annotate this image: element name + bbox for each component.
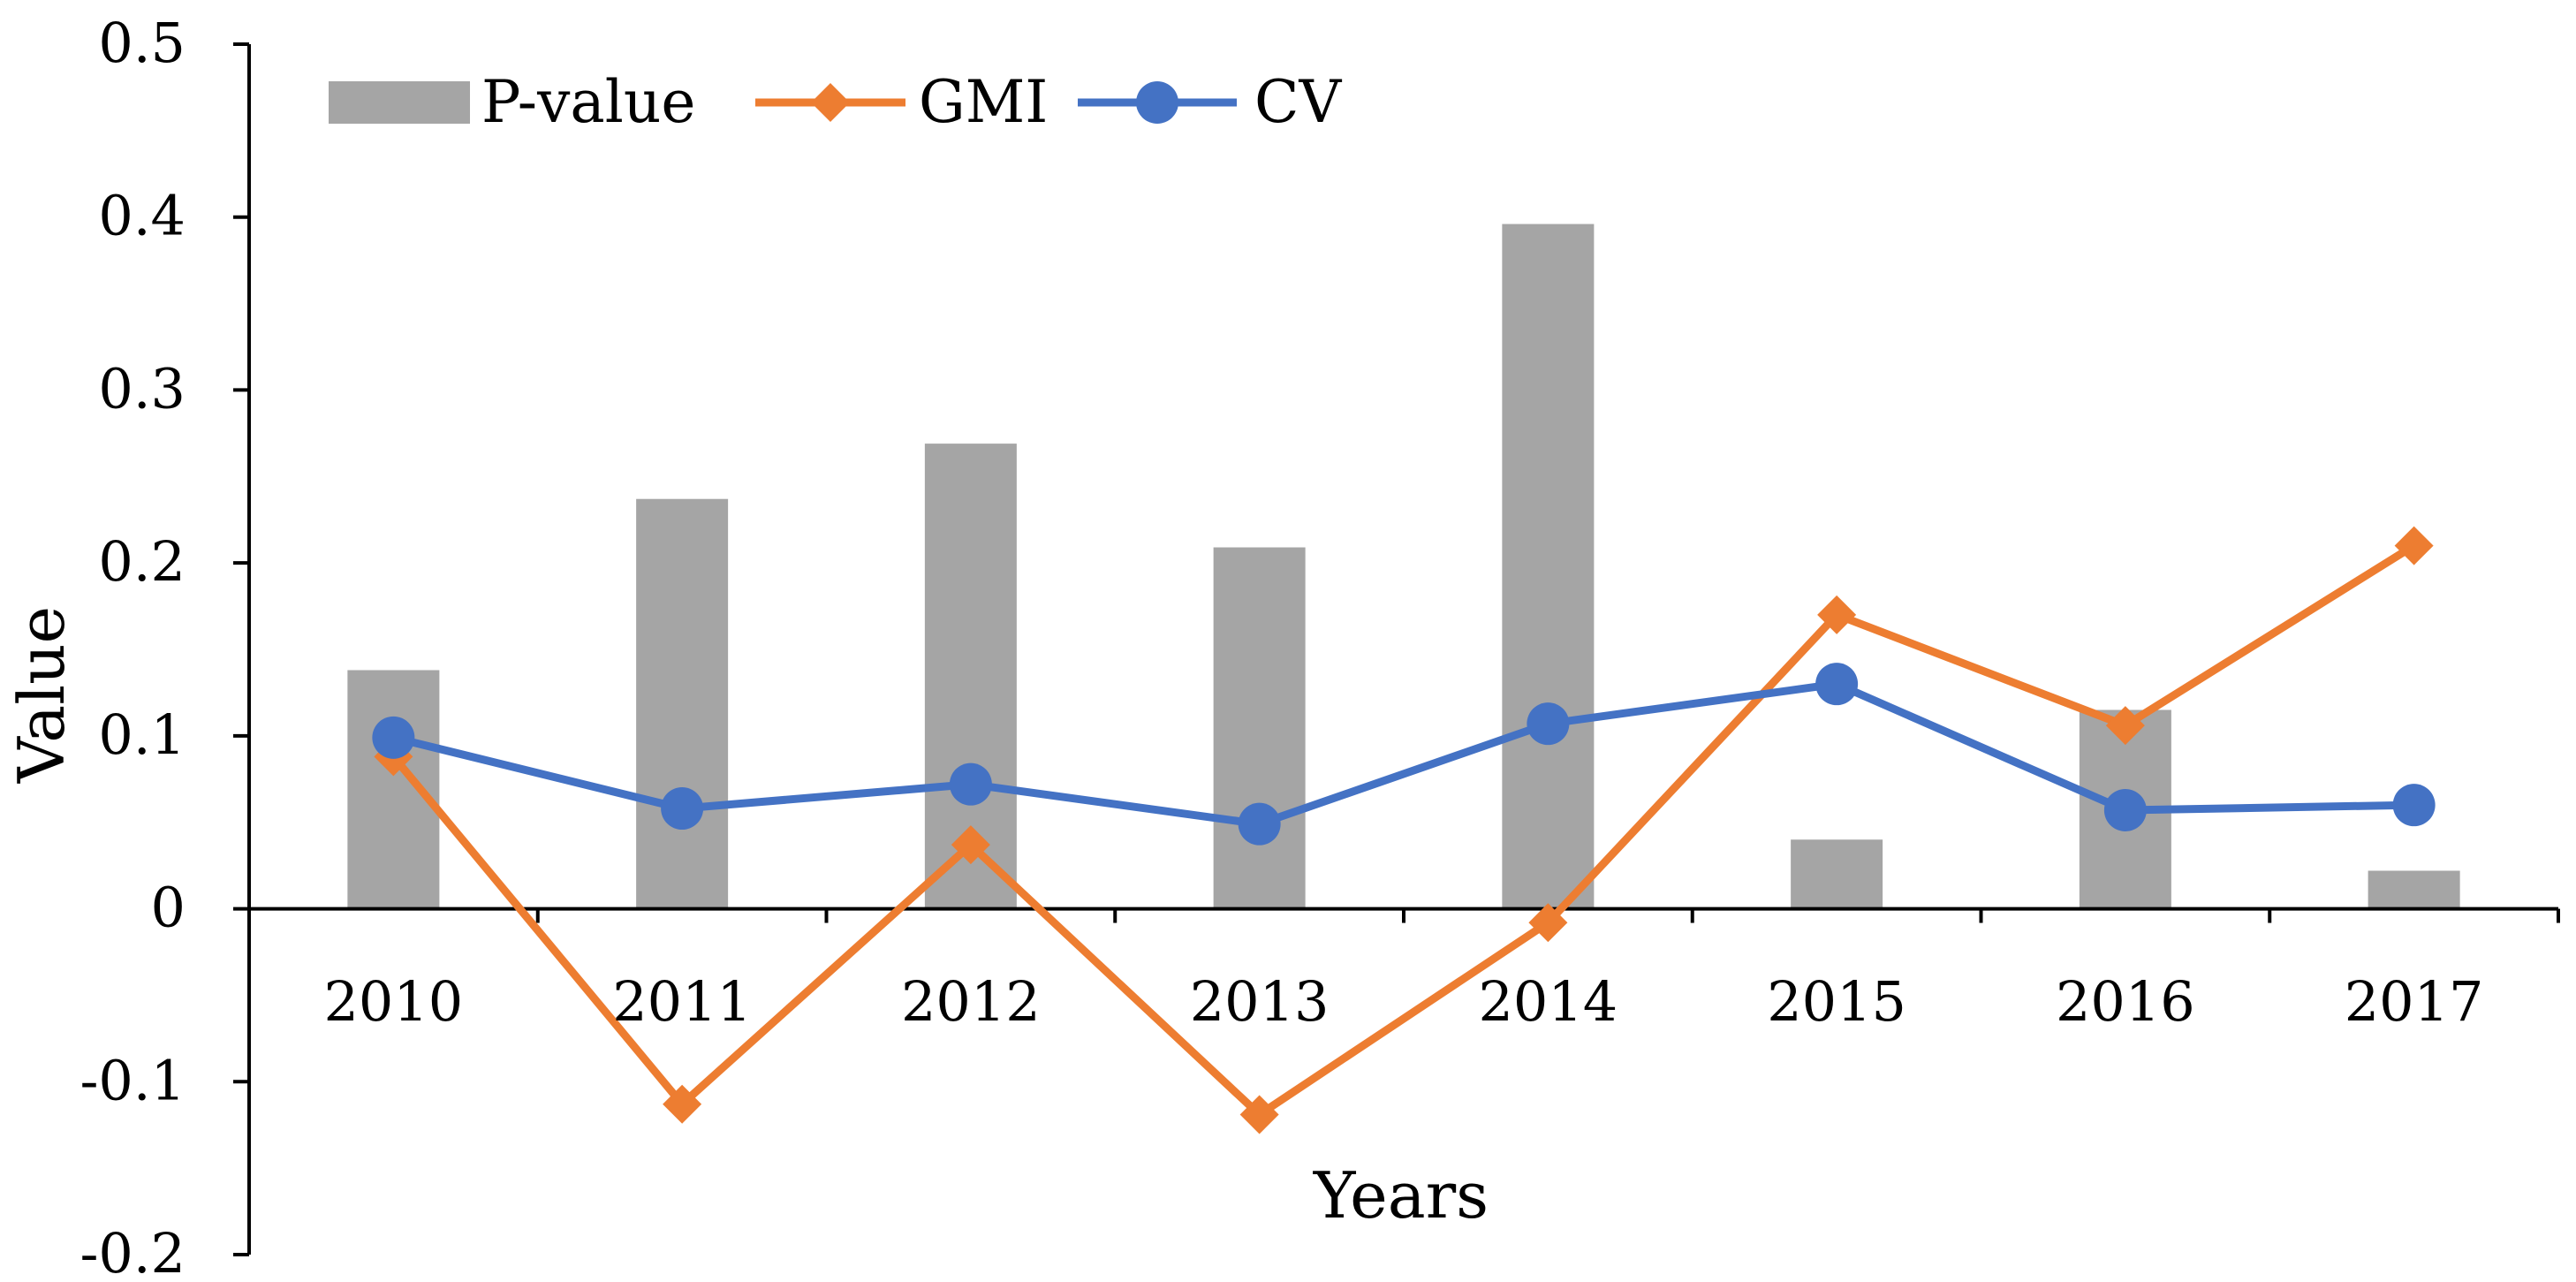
legend-label-cv: CV	[1254, 68, 1342, 136]
y-tick-label: -0.1	[80, 1048, 186, 1112]
marker-cv-2016	[2103, 789, 2147, 832]
y-tick-label: -0.2	[80, 1221, 186, 1282]
y-tick-label: 0.1	[98, 702, 186, 767]
marker-cv-2010	[372, 716, 415, 759]
y-tick-label: 0.5	[98, 11, 186, 75]
marker-gmi-2015	[1817, 595, 1857, 634]
marker-gmi-2017	[2394, 526, 2434, 565]
y-tick-label: 0.2	[98, 529, 186, 594]
x-tick-label: 2015	[1767, 969, 1906, 1034]
bar-p-value-2013	[1213, 547, 1306, 909]
x-tick-label: 2010	[323, 969, 463, 1034]
y-axis: 0.5 0.4 0.3 0.2 0.1 0 -0.1 -0.2	[80, 11, 251, 1282]
bar-p-value-2015	[1791, 839, 1883, 909]
y-tick-label: 0	[151, 876, 186, 940]
legend: P-value GMI CV	[329, 68, 1342, 136]
line-gmi	[390, 542, 2417, 1119]
y-axis-title: Value	[4, 606, 79, 784]
x-tick-label: 2013	[1190, 969, 1330, 1034]
marker-cv-2012	[949, 762, 992, 806]
y-tick-label: 0.3	[98, 356, 186, 421]
bar-p-value-2014	[1502, 224, 1595, 909]
x-tick-label: 2014	[1478, 969, 1618, 1034]
x-tick-label: 2016	[2056, 969, 2195, 1034]
x-tick-label: 2017	[2345, 969, 2484, 1034]
x-tick-label: 2012	[901, 969, 1041, 1034]
marker-gmi-2014	[1528, 903, 1568, 943]
marker-gmi-2013	[1239, 1095, 1279, 1134]
marker-gmi-2011	[663, 1084, 702, 1124]
legend-label-p-value: P-value	[481, 68, 695, 136]
marker-gmi-2016	[2105, 706, 2145, 746]
legend-label-gmi: GMI	[919, 68, 1048, 136]
legend-swatch-p-value	[329, 81, 470, 124]
bar-p-value-2017	[2368, 870, 2460, 909]
marker-cv-2013	[1238, 802, 1281, 846]
x-tick-labels: 2010 2011 2012 2013 2014 2015 2016 2017	[323, 969, 2483, 1034]
line-series	[372, 526, 2436, 1134]
x-axis-title: Years	[1313, 1158, 1489, 1233]
marker-gmi-2012	[951, 825, 990, 865]
marker-cv-2017	[2392, 784, 2436, 827]
marker-cv-2015	[1815, 663, 1859, 706]
x-axis	[247, 907, 2560, 923]
line-cv	[392, 679, 2414, 829]
marker-cv-2014	[1527, 702, 1570, 746]
marker-cv-2011	[661, 787, 704, 831]
bar-p-value-2011	[636, 498, 729, 909]
x-tick-label: 2011	[612, 969, 752, 1034]
bar-series-p-value	[347, 224, 2460, 909]
legend-marker-gmi	[811, 83, 850, 122]
y-tick-label: 0.4	[98, 184, 186, 248]
legend-marker-cv	[1136, 81, 1178, 124]
